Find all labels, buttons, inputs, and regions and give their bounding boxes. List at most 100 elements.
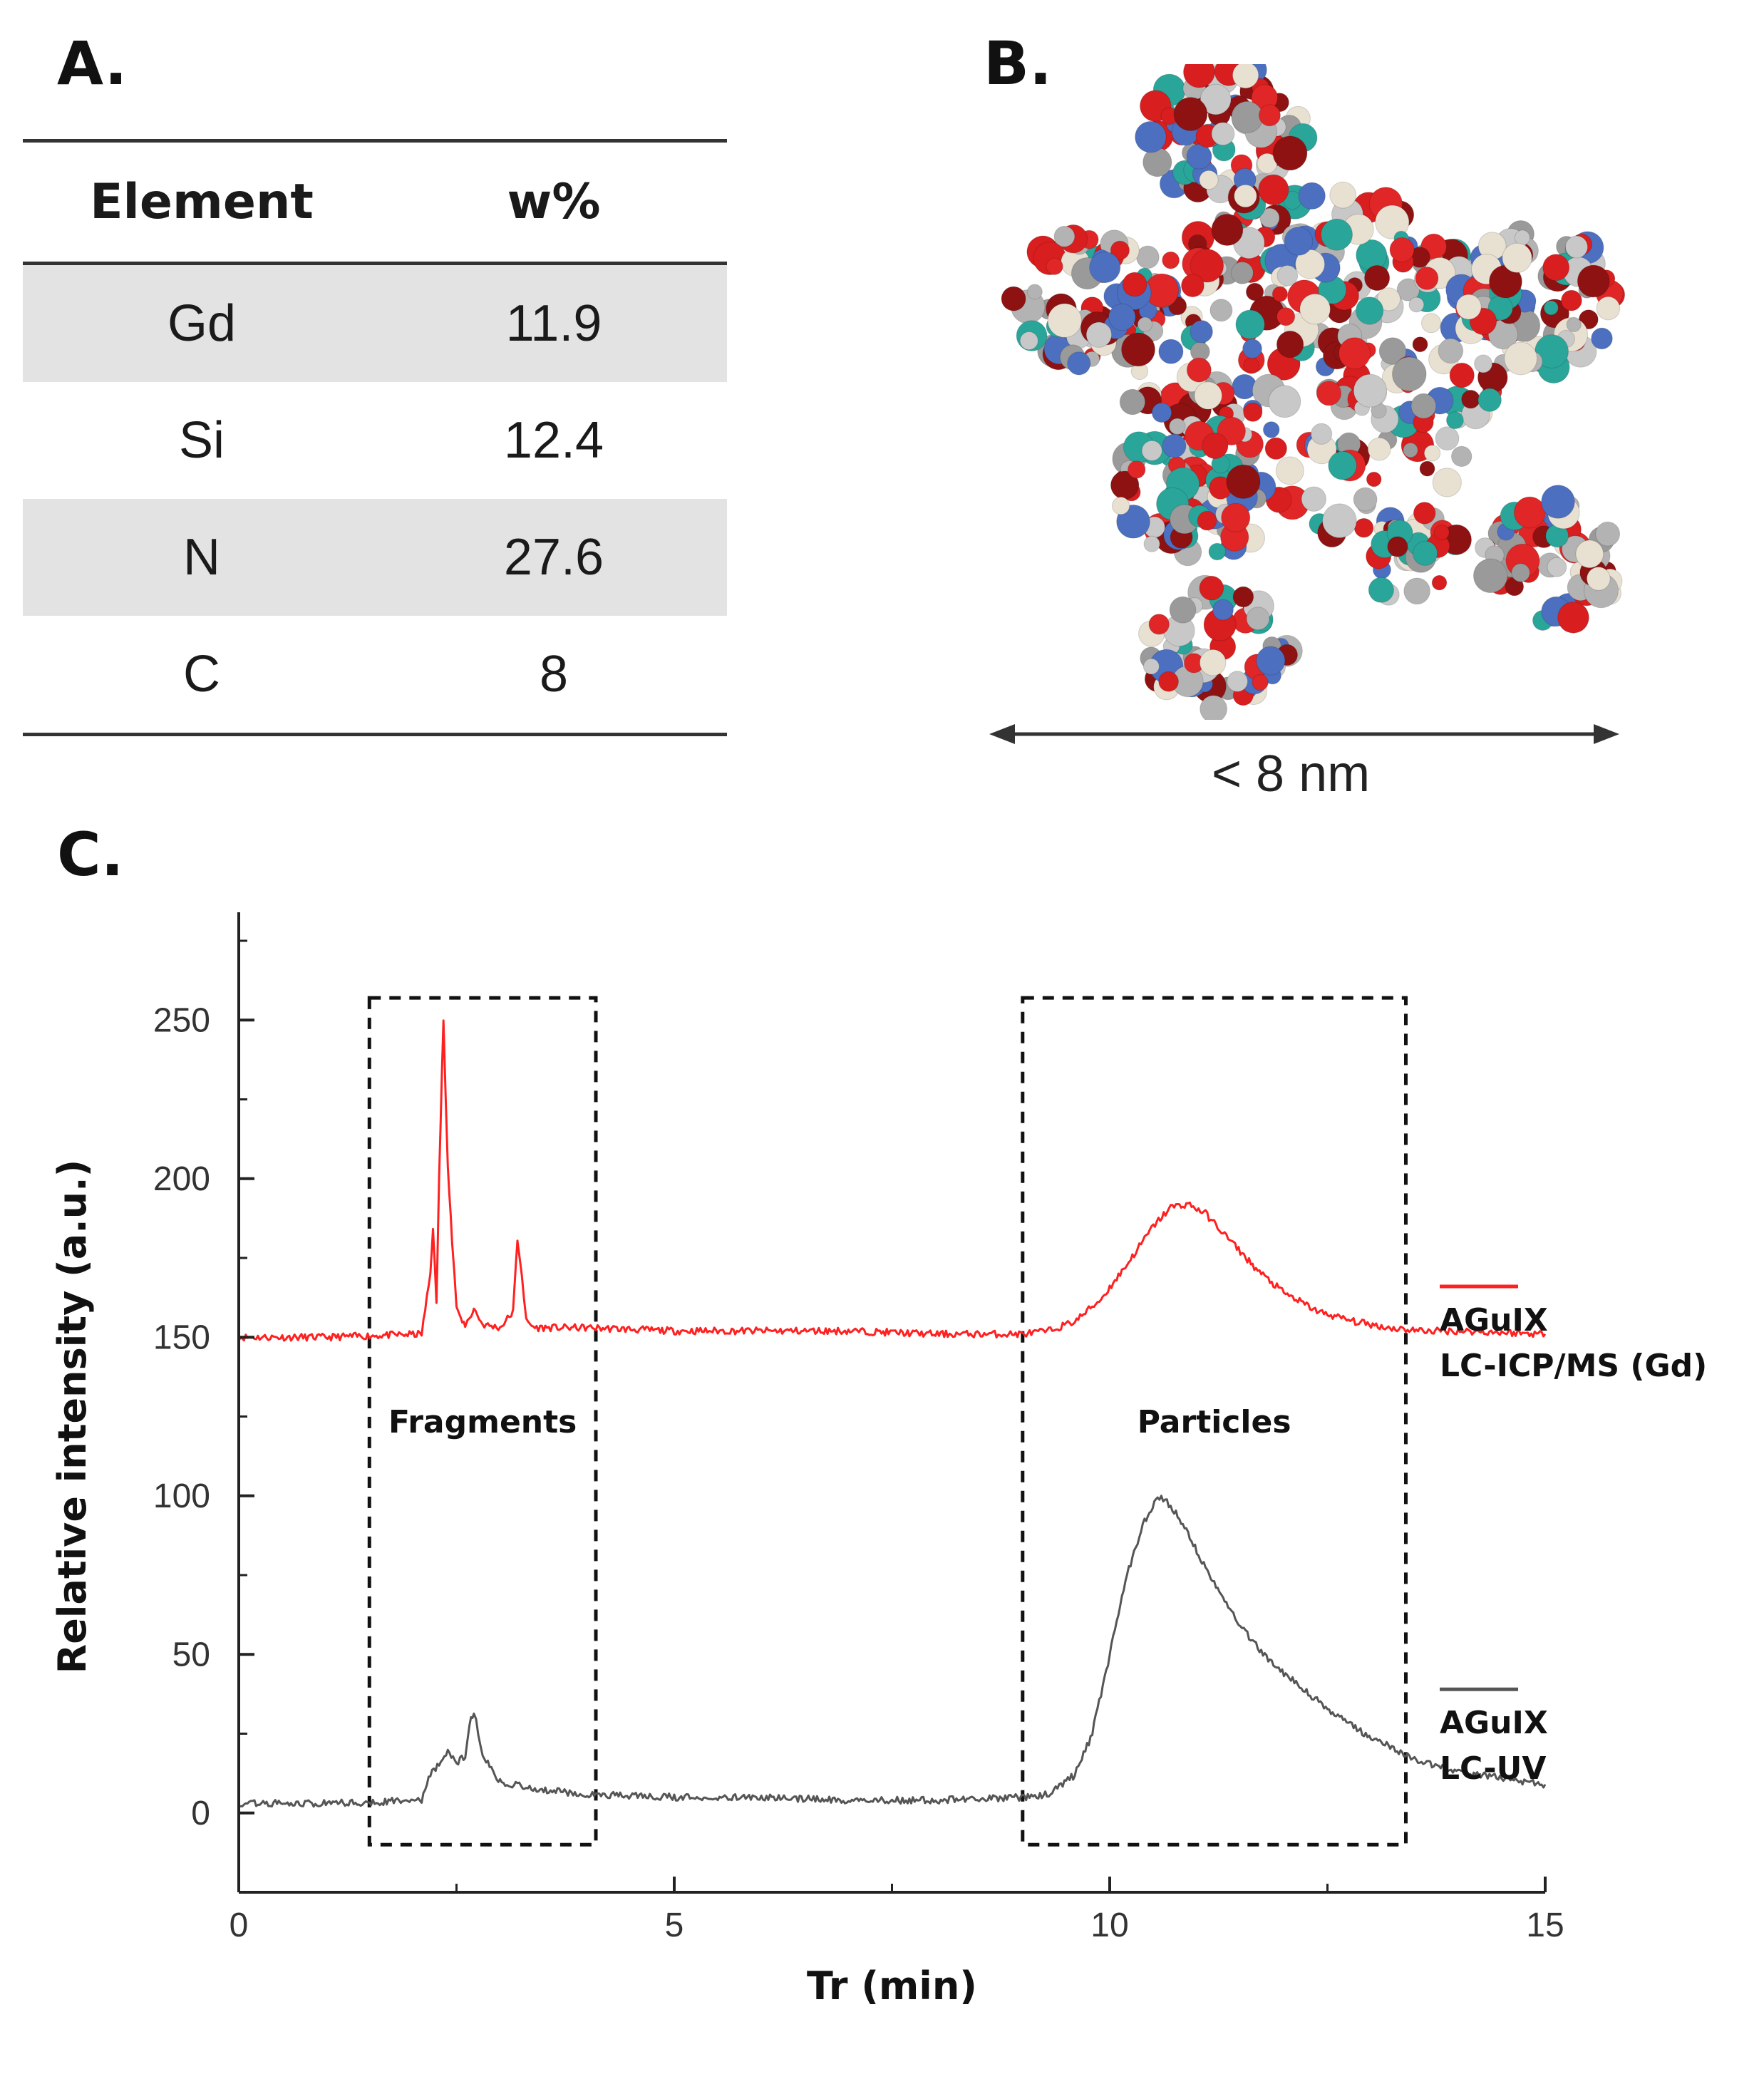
atom-sphere xyxy=(1367,437,1391,461)
atom-sphere xyxy=(1415,267,1439,290)
atom-sphere xyxy=(1232,64,1259,89)
atom-sphere xyxy=(1541,485,1575,519)
atom-sphere xyxy=(1047,303,1083,338)
atom-sphere xyxy=(1408,296,1425,313)
atom-sphere xyxy=(1368,577,1395,603)
atom-sphere xyxy=(1258,104,1281,127)
legend-label: LC-ICP/MS (Gd) xyxy=(1440,1348,1707,1384)
atom-sphere xyxy=(1199,649,1227,676)
atom-sphere xyxy=(1245,282,1264,301)
x-tick-label: 10 xyxy=(1090,1907,1128,1944)
atom-sphere xyxy=(1412,336,1428,353)
atom-sphere xyxy=(1396,278,1420,301)
y-tick-label: 50 xyxy=(172,1636,210,1673)
table-row: C 8 xyxy=(23,616,727,736)
atom-sphere xyxy=(1209,299,1233,322)
atom-sphere xyxy=(1259,207,1280,228)
atom-sphere xyxy=(1387,536,1408,557)
atom-sphere xyxy=(1353,373,1388,408)
atom-sphere xyxy=(1173,97,1208,131)
atom-sphere xyxy=(1053,225,1076,247)
atom-sphere xyxy=(1591,327,1613,350)
atom-sphere xyxy=(1432,468,1462,497)
atom-sphere xyxy=(1413,502,1436,525)
y-tick-label: 100 xyxy=(153,1477,210,1515)
legend-label: LC-UV xyxy=(1440,1750,1546,1787)
atom-sphere xyxy=(1162,433,1187,458)
atom-sphere xyxy=(1542,254,1570,282)
atom-sphere xyxy=(1410,393,1437,419)
atom-sphere xyxy=(1321,218,1353,251)
atom-sphere xyxy=(1122,272,1147,297)
molecular-structure-illustration xyxy=(1001,64,1625,720)
chart-legend: AGuIX LC-ICP/MS (Gd) AGuIX LC-UV xyxy=(1440,1284,1707,1787)
weight-percent-cell: 27.6 xyxy=(381,499,727,616)
atom-sphere xyxy=(1026,284,1043,300)
atom-sphere xyxy=(1085,321,1113,348)
panel-b-label: B. xyxy=(984,29,1052,98)
atom-sphere xyxy=(1199,170,1219,190)
atom-sphere xyxy=(1089,252,1121,284)
chart-axes: 0 50 100 150 200 250 0 5 10 15 Tr (min) Relative in… xyxy=(50,912,1564,2008)
atom-sphere xyxy=(1446,411,1464,430)
atom-sphere xyxy=(1301,486,1326,512)
atom-sphere xyxy=(1143,658,1160,675)
atom-sphere xyxy=(1226,464,1261,499)
series-line-0 xyxy=(237,1019,1547,1342)
atom-sphere xyxy=(1329,181,1357,209)
element-cell: Si xyxy=(178,412,225,469)
series-line-1 xyxy=(238,1495,1547,1808)
atom-sphere xyxy=(1137,316,1153,332)
atom-sphere xyxy=(1158,671,1180,692)
atom-sphere xyxy=(1235,309,1265,339)
atom-sphere xyxy=(1211,214,1244,246)
atom-sphere xyxy=(1366,471,1382,487)
atom-sphere xyxy=(1001,286,1026,311)
atom-sphere xyxy=(1212,599,1234,621)
atom-sphere xyxy=(1202,432,1229,460)
atom-sphere xyxy=(1586,567,1611,591)
weight-percent-column-header: w% xyxy=(381,139,727,265)
atom-sphere xyxy=(1561,289,1582,311)
atom-sphere xyxy=(1353,487,1378,512)
atom-sphere xyxy=(1565,235,1588,259)
atom-sphere xyxy=(1151,402,1172,423)
atom-sphere xyxy=(1046,257,1063,275)
atom-sphere xyxy=(1199,575,1224,601)
panel-a-label: A. xyxy=(57,29,128,98)
legend-label: AGuIX xyxy=(1440,1302,1548,1338)
atom-sphere xyxy=(1328,450,1357,480)
atom-cluster xyxy=(1001,64,1625,720)
atom-sphere xyxy=(1316,381,1342,406)
scale-bar xyxy=(989,724,1619,744)
atom-sphere xyxy=(1252,674,1269,691)
atom-sphere xyxy=(1119,388,1146,416)
x-tick-label: 0 xyxy=(229,1907,249,1944)
panel-c-label: C. xyxy=(57,820,124,889)
atom-sphere xyxy=(1403,442,1418,458)
atom-sphere xyxy=(1148,614,1170,635)
atom-sphere xyxy=(1355,296,1384,325)
y-tick-label: 150 xyxy=(153,1319,210,1356)
atom-sphere xyxy=(1231,262,1254,284)
weight-percent-cell: 8 xyxy=(381,616,727,736)
chromatogram-chart: Fragments Particles 0 50 100 150 200 250 0 5 10 15… xyxy=(50,912,1707,2008)
atom-sphere xyxy=(1403,577,1430,605)
region-box-0 xyxy=(367,996,598,1847)
atom-sphere xyxy=(1474,354,1493,373)
atom-sphere xyxy=(1181,274,1205,298)
x-tick-label: 15 xyxy=(1526,1907,1564,1944)
atom-sphere xyxy=(1433,524,1450,541)
atom-sphere xyxy=(1547,557,1567,577)
scale-arrow-left-icon xyxy=(989,724,1015,744)
atom-sphere xyxy=(1169,418,1186,435)
atom-sphere xyxy=(1200,695,1227,720)
atom-sphere xyxy=(1276,307,1296,326)
table-row: N 27.6 xyxy=(23,499,727,616)
atom-sphere xyxy=(1596,296,1621,321)
atom-sphere xyxy=(1221,502,1251,532)
region-label: Particles xyxy=(1138,1404,1291,1440)
atom-sphere xyxy=(1595,521,1621,547)
atom-sphere xyxy=(1543,300,1559,316)
atom-sphere xyxy=(1298,182,1326,210)
